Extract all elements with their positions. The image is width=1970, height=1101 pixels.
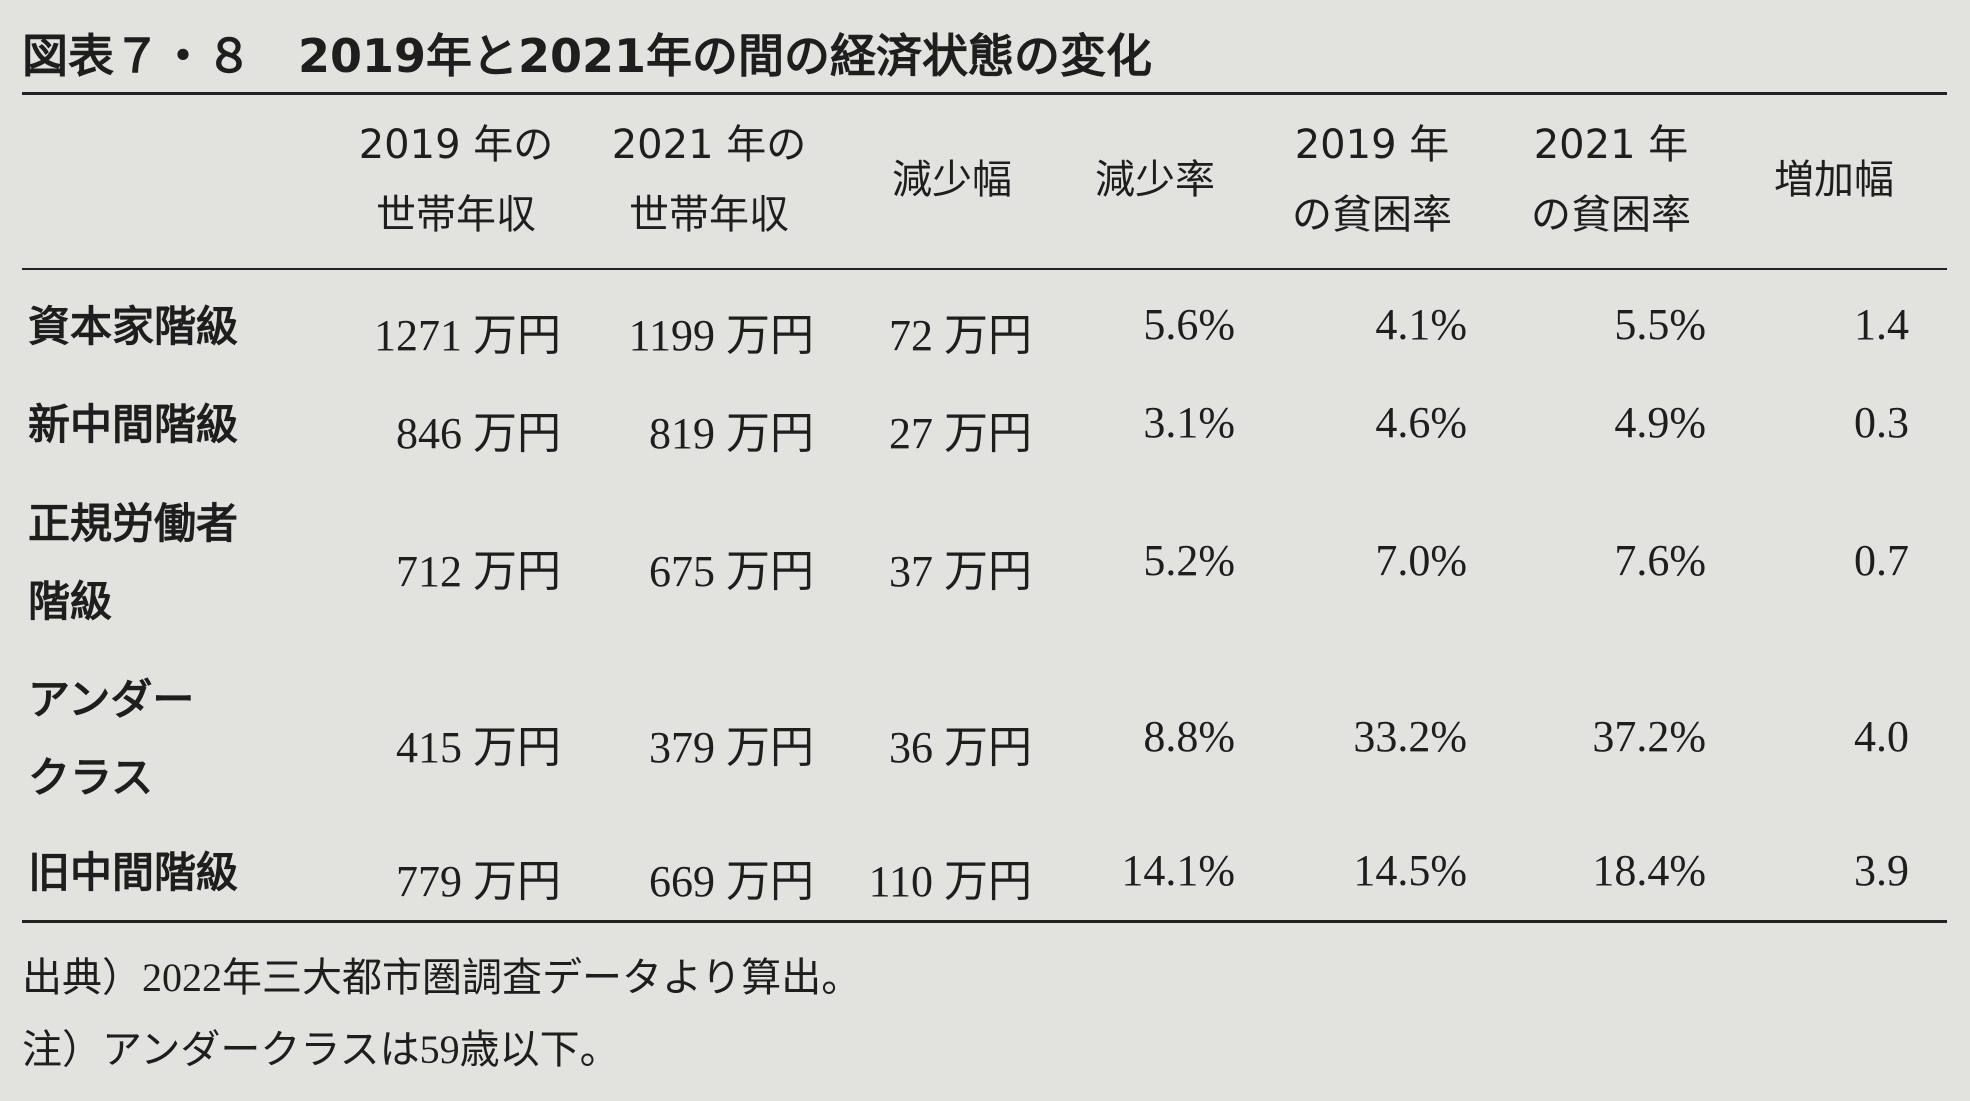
header-line: の貧困率 <box>1531 192 1691 238</box>
table-cell: 4.9% <box>1614 398 1706 447</box>
column-header: 2019 年の貧困率 <box>1257 110 1487 250</box>
label-line: アンダー <box>28 675 195 724</box>
table-cell: 18.4% <box>1592 846 1706 895</box>
note: 出典）2022年三大都市圏調査データより算出。 <box>22 955 862 1000</box>
label-line: 旧中間階級 <box>28 848 239 897</box>
table-cell: 712 万円 <box>396 547 561 596</box>
table-cell: 37.2% <box>1592 712 1706 761</box>
table-cell: 0.7 <box>1854 536 1909 585</box>
table-cell: 5.2% <box>1143 536 1235 585</box>
table-cell: 4.1% <box>1375 300 1467 349</box>
column-header: 減少幅 <box>852 145 1052 215</box>
row-label: 新中間階級 <box>28 386 238 464</box>
table-cell: 819 万円 <box>649 409 814 458</box>
top-rule <box>22 92 1947 95</box>
table-cell: 3.1% <box>1143 398 1235 447</box>
column-header: 2019 年の 世帯年収 <box>331 110 581 250</box>
header-line: 2021 年 <box>1533 122 1689 168</box>
table-cell: 36 万円 <box>889 723 1032 772</box>
label-line: 資本家階級 <box>28 302 239 351</box>
table-cell: 14.1% <box>1121 846 1235 895</box>
header-line: 2019 年 <box>1294 122 1450 168</box>
label-line: 新中間階級 <box>28 400 239 449</box>
header-line: 減少率 <box>1095 157 1215 203</box>
label-line: 正規労働者 <box>28 499 239 548</box>
column-header: 2021 年の 世帯年収 <box>584 110 834 250</box>
column-header: 減少率 <box>1055 145 1255 215</box>
label-line: クラス <box>28 753 154 802</box>
table-cell: 675 万円 <box>649 547 814 596</box>
title: 図表７・８ 2019年と2021年の間の経済状態の変化 <box>22 29 1153 83</box>
row-label: アンダー クラス <box>28 661 194 817</box>
table-cell: 5.6% <box>1143 300 1235 349</box>
table-cell: 110 万円 <box>868 857 1032 906</box>
table-cell: 0.3 <box>1854 398 1909 447</box>
table-cell: 8.8% <box>1143 712 1235 761</box>
label-line: 階級 <box>28 577 113 626</box>
table-cell: 37 万円 <box>889 547 1032 596</box>
note: 注）アンダークラスは59歳以下。 <box>22 1027 620 1072</box>
table-cell: 379 万円 <box>649 723 814 772</box>
table-cell: 7.6% <box>1614 536 1706 585</box>
header-line: 世帯年収 <box>629 192 789 238</box>
table-cell: 33.2% <box>1353 712 1467 761</box>
column-header: 2021 年の貧困率 <box>1496 110 1726 250</box>
header-line: 増加幅 <box>1774 157 1894 203</box>
row-label: 資本家階級 <box>28 288 238 366</box>
table-cell: 846 万円 <box>396 409 561 458</box>
table-cell: 669 万円 <box>649 857 814 906</box>
row-label: 旧中間階級 <box>28 834 238 912</box>
table-cell: 1.4 <box>1854 300 1909 349</box>
table-cell: 14.5% <box>1353 846 1467 895</box>
table-cell: 415 万円 <box>396 723 561 772</box>
table-cell: 7.0% <box>1375 536 1467 585</box>
header-line: 2019 年の <box>358 122 554 168</box>
column-header: 増加幅 <box>1739 145 1929 215</box>
table-cell: 72 万円 <box>889 311 1032 360</box>
bottom-rule <box>22 920 1947 923</box>
table-cell: 1271 万円 <box>374 311 561 360</box>
header-rule <box>22 268 1947 270</box>
table-cell: 1199 万円 <box>628 311 814 360</box>
header-line: 世帯年収 <box>376 192 536 238</box>
header-line: 減少幅 <box>892 157 1012 203</box>
table-cell: 779 万円 <box>396 857 561 906</box>
table-cell: 3.9 <box>1854 846 1909 895</box>
row-label: 正規労働者 階級 <box>28 485 238 641</box>
table-cell: 5.5% <box>1614 300 1706 349</box>
table-cell: 4.6% <box>1375 398 1467 447</box>
header-line: 2021 年の <box>611 122 807 168</box>
table-cell: 4.0 <box>1854 712 1909 761</box>
header-line: の貧困率 <box>1292 192 1452 238</box>
table-cell: 27 万円 <box>889 409 1032 458</box>
